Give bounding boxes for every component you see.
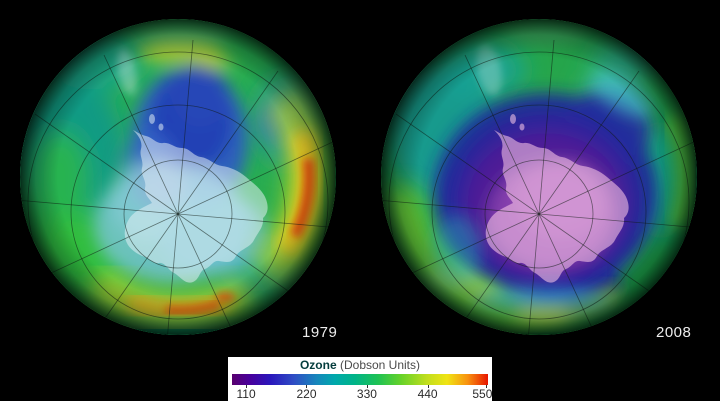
colorbar-tick-label: 550 — [472, 387, 493, 401]
globe-2008 — [361, 0, 720, 360]
colorbar-tick-labels: 110 220 330 440 550 — [232, 387, 493, 401]
legend-panel: Ozone (Dobson Units) 110 220 330 440 550 — [228, 357, 492, 401]
colorbar-tick-label: 330 — [356, 387, 377, 401]
colorbar-tick-label: 110 — [236, 387, 256, 401]
year-label-2008: 2008 — [656, 324, 692, 341]
globe-map-2008 — [381, 19, 697, 335]
legend-subtitle: (Dobson Units) — [339, 358, 421, 372]
year-label-1979: 1979 — [302, 324, 338, 341]
globe-1979 — [0, 0, 360, 360]
colorbar-tickmarks — [232, 385, 488, 388]
globe-map-1979 — [20, 19, 336, 335]
legend-title-row: Ozone (Dobson Units) — [228, 359, 492, 372]
colorbar-tick-label: 220 — [296, 387, 317, 401]
colorbar-tick-label: 440 — [417, 387, 438, 401]
legend-title: Ozone — [299, 358, 337, 372]
colorbar-gradient — [232, 374, 488, 385]
